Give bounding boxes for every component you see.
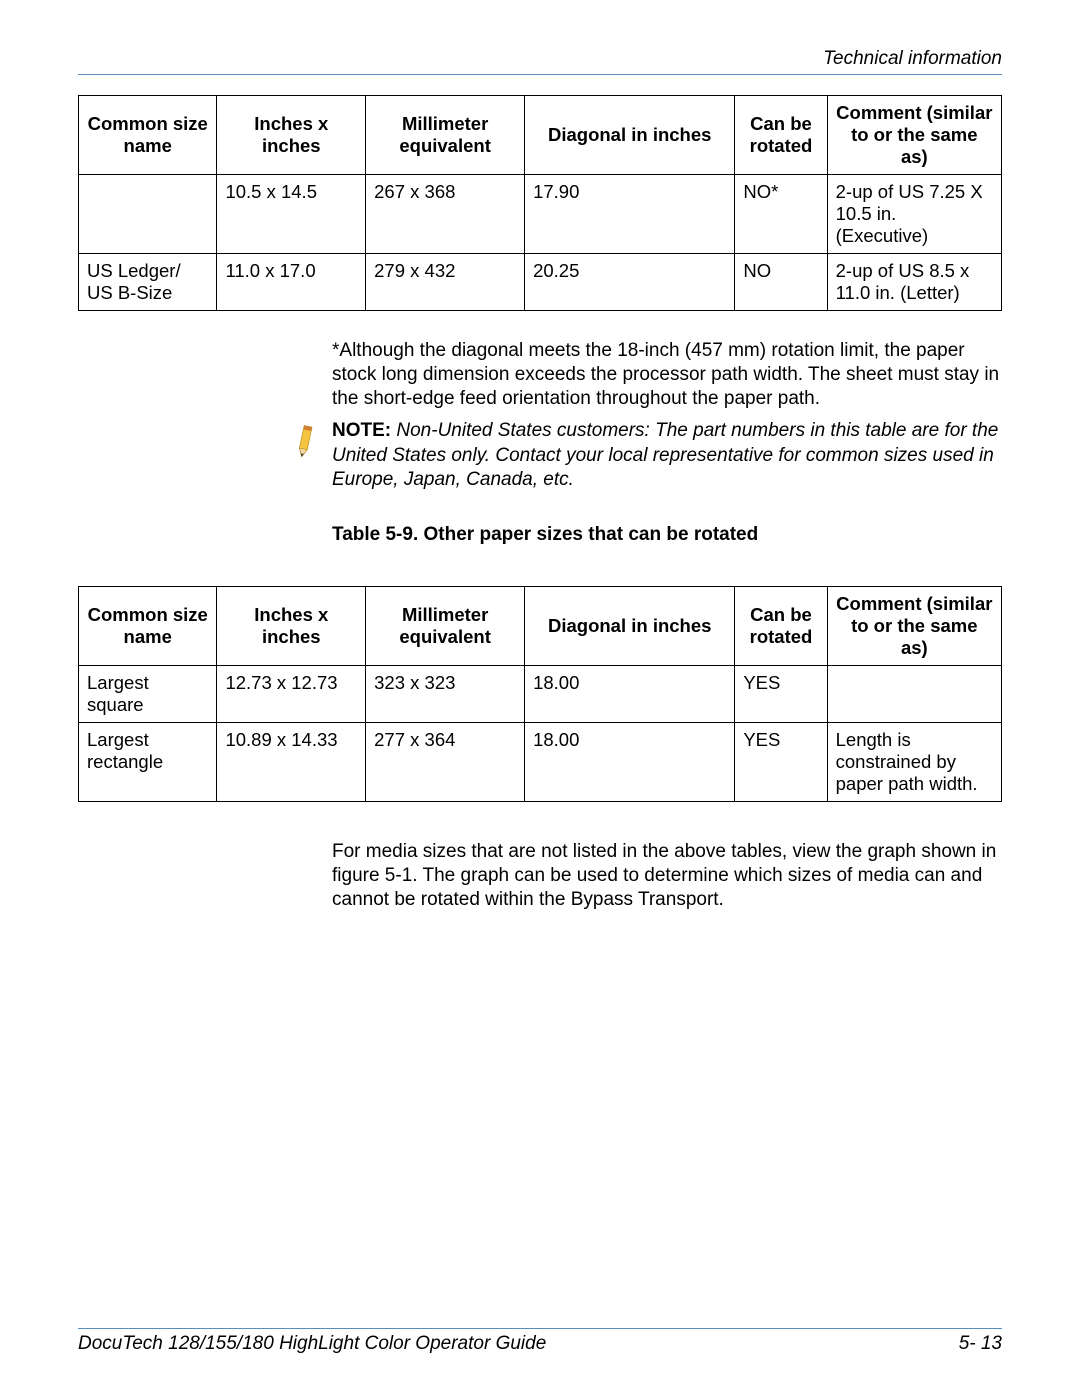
- note-body: Non-United States customers: The part nu…: [332, 420, 998, 489]
- cell: [827, 665, 1001, 722]
- page-header: Technical information: [78, 48, 1002, 75]
- cell: 267 x 368: [366, 175, 525, 254]
- cell: 323 x 323: [366, 665, 525, 722]
- col-header: Diagonal in inches: [525, 96, 735, 175]
- cell: 10.5 x 14.5: [217, 175, 366, 254]
- col-header: Diagonal in inches: [525, 586, 735, 665]
- col-header: Common size name: [79, 96, 217, 175]
- cell: Largest rectangle: [79, 722, 217, 801]
- col-header: Common size name: [79, 586, 217, 665]
- paper-size-table-2: Common size name Inches x inches Millime…: [78, 586, 1002, 802]
- col-header: Comment (similar to or the same as): [827, 586, 1001, 665]
- cell: 18.00: [525, 665, 735, 722]
- footnote-paragraph: *Although the diagonal meets the 18-inch…: [332, 339, 1002, 411]
- col-header: Inches x inches: [217, 586, 366, 665]
- cell: 18.00: [525, 722, 735, 801]
- cell: Length is constrained by paper path widt…: [827, 722, 1001, 801]
- page-footer: DocuTech 128/155/180 HighLight Color Ope…: [78, 1328, 1002, 1355]
- cell: 11.0 x 17.0: [217, 254, 366, 311]
- cell: NO*: [735, 175, 827, 254]
- table-row: US Ledger/ US B-Size 11.0 x 17.0 279 x 4…: [79, 254, 1002, 311]
- closing-paragraph: For media sizes that are not listed in t…: [332, 840, 1002, 912]
- col-header: Millimeter equivalent: [366, 96, 525, 175]
- table-header-row: Common size name Inches x inches Millime…: [79, 96, 1002, 175]
- cell: 20.25: [525, 254, 735, 311]
- cell: 2-up of US 7.25 X 10.5 in. (Executive): [827, 175, 1001, 254]
- table-caption: Table 5-9. Other paper sizes that can be…: [332, 524, 1002, 546]
- table-header-row: Common size name Inches x inches Millime…: [79, 586, 1002, 665]
- footer-right: 5- 13: [959, 1333, 1002, 1355]
- cell: 277 x 364: [366, 722, 525, 801]
- table-row: 10.5 x 14.5 267 x 368 17.90 NO* 2-up of …: [79, 175, 1002, 254]
- cell: 10.89 x 14.33: [217, 722, 366, 801]
- paper-size-table-1: Common size name Inches x inches Millime…: [78, 95, 1002, 311]
- cell: 2-up of US 8.5 x 11.0 in. (Letter): [827, 254, 1001, 311]
- note-label: NOTE:: [332, 420, 396, 441]
- header-title: Technical information: [823, 48, 1002, 69]
- cell: Largest square: [79, 665, 217, 722]
- note-text: NOTE: Non-United States customers: The p…: [332, 419, 1002, 491]
- table-row: Largest rectangle 10.89 x 14.33 277 x 36…: [79, 722, 1002, 801]
- cell: YES: [735, 665, 827, 722]
- cell: US Ledger/ US B-Size: [79, 254, 217, 311]
- cell: YES: [735, 722, 827, 801]
- note-block: NOTE: Non-United States customers: The p…: [332, 419, 1002, 491]
- cell: NO: [735, 254, 827, 311]
- pencil-icon: [284, 419, 324, 459]
- col-header: Millimeter equivalent: [366, 586, 525, 665]
- page: Technical information Common size name I…: [0, 0, 1080, 1397]
- col-header: Inches x inches: [217, 96, 366, 175]
- cell: 12.73 x 12.73: [217, 665, 366, 722]
- col-header: Comment (similar to or the same as): [827, 96, 1001, 175]
- col-header: Can be rotated: [735, 96, 827, 175]
- col-header: Can be rotated: [735, 586, 827, 665]
- cell: 17.90: [525, 175, 735, 254]
- cell: 279 x 432: [366, 254, 525, 311]
- footer-left: DocuTech 128/155/180 HighLight Color Ope…: [78, 1333, 546, 1355]
- table-row: Largest square 12.73 x 12.73 323 x 323 1…: [79, 665, 1002, 722]
- cell: [79, 175, 217, 254]
